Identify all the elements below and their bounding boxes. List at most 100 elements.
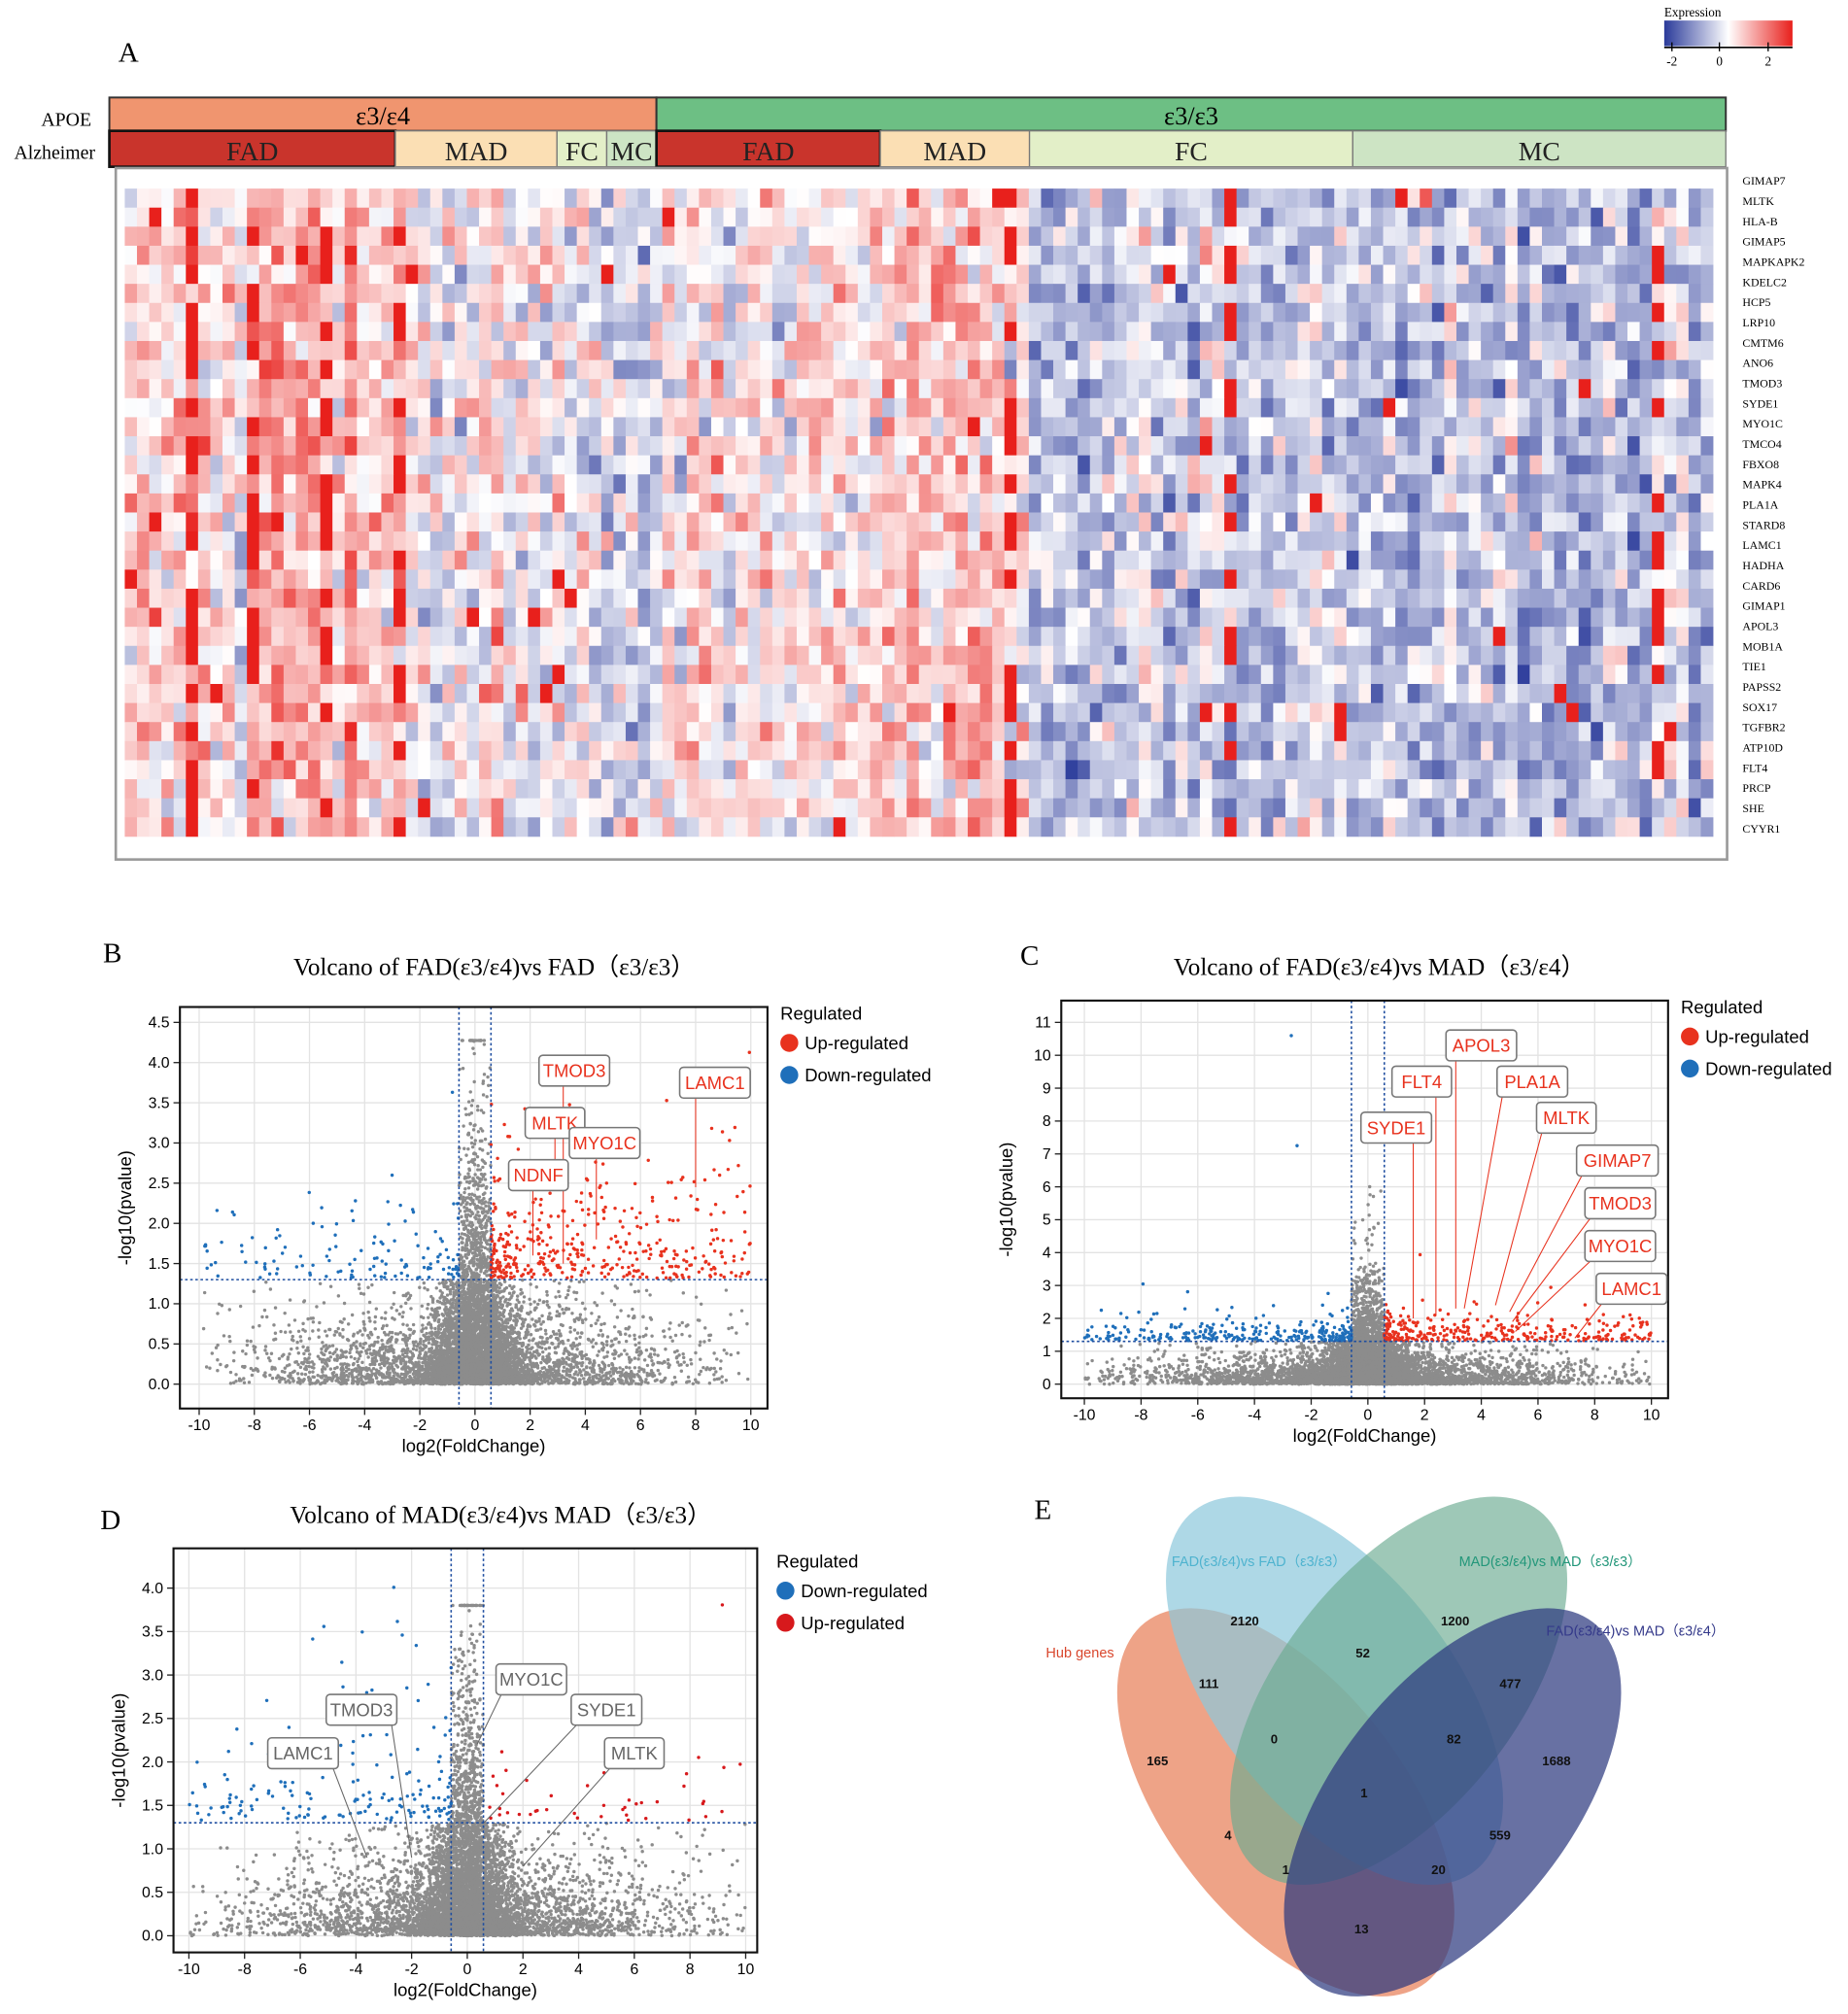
heatmap-cell <box>1041 531 1053 551</box>
heatmap-cell <box>1347 646 1359 666</box>
heatmap-cell <box>332 684 345 703</box>
heatmap-cell <box>1310 589 1322 608</box>
heatmap-cell <box>760 379 772 398</box>
heatmap-cell <box>540 589 553 608</box>
heatmap-cell <box>284 436 296 456</box>
heatmap-cell <box>882 703 895 723</box>
heatmap-cell <box>613 303 626 323</box>
heatmap-cell <box>552 799 565 818</box>
heatmap-cell <box>247 208 259 227</box>
heatmap-cell <box>736 627 748 646</box>
heatmap-cell <box>1041 360 1053 380</box>
heatmap-cell <box>406 322 419 341</box>
heatmap-cell <box>724 512 736 531</box>
heatmap-cell <box>1053 817 1066 836</box>
heatmap-cell <box>1212 684 1224 703</box>
heatmap-cell <box>821 779 834 799</box>
heatmap-cell <box>1029 589 1042 608</box>
heatmap-cell <box>1041 799 1053 818</box>
heatmap-cell <box>1456 817 1469 836</box>
heatmap-cell <box>1408 703 1420 723</box>
heatmap-cell <box>577 722 590 741</box>
heatmap-cell <box>332 589 345 608</box>
heatmap-cell <box>1444 360 1456 380</box>
heatmap-cell <box>357 303 369 323</box>
heatmap-cell <box>943 494 956 513</box>
point-not-significant <box>698 1373 701 1376</box>
heatmap-cell <box>980 208 993 227</box>
heatmap-cell <box>259 398 272 418</box>
heatmap-cell <box>1139 569 1151 589</box>
heatmap-cell <box>540 608 553 628</box>
heatmap-cell <box>1212 512 1224 531</box>
heatmap-cell <box>430 360 443 380</box>
heatmap-cell <box>1078 494 1090 513</box>
heatmap-cell <box>150 436 162 456</box>
heatmap-cell <box>784 417 797 436</box>
heatmap-cell <box>1090 684 1103 703</box>
heatmap-cell <box>161 779 174 799</box>
heatmap-cell <box>858 474 871 494</box>
heatmap-cell <box>1358 817 1371 836</box>
heatmap-cell <box>1542 417 1555 436</box>
heatmap-cell <box>699 703 711 723</box>
heatmap-cell <box>455 703 467 723</box>
heatmap-cell <box>1371 512 1384 531</box>
heatmap-cell <box>882 608 895 628</box>
heatmap-cell <box>1126 303 1139 323</box>
heatmap-cell <box>1053 379 1066 398</box>
heatmap-cell <box>834 760 846 779</box>
heatmap-cell <box>1041 284 1053 303</box>
heatmap-cell <box>1518 303 1530 323</box>
heatmap-cell <box>1298 627 1311 646</box>
heatmap-cell <box>797 569 809 589</box>
heatmap-cell <box>332 341 345 360</box>
heatmap-cell <box>1005 341 1017 360</box>
heatmap-cell <box>943 226 956 246</box>
heatmap-cell <box>1579 589 1591 608</box>
heatmap-cell <box>601 684 614 703</box>
heatmap-cell <box>577 646 590 666</box>
heatmap-cell <box>724 341 736 360</box>
heatmap-cell <box>1664 379 1677 398</box>
heatmap-cell <box>674 303 687 323</box>
heatmap-cell <box>1555 665 1567 684</box>
heatmap-cell <box>882 531 895 551</box>
heatmap-cell <box>137 226 150 246</box>
heatmap-cell <box>222 779 235 799</box>
heatmap-cell <box>601 494 614 513</box>
heatmap-cell <box>1310 494 1322 513</box>
heatmap-cell <box>1591 627 1603 646</box>
heatmap-cell <box>552 569 565 589</box>
heatmap-cell <box>809 703 822 723</box>
heatmap-cell <box>748 512 761 531</box>
heatmap-cell <box>711 551 724 570</box>
heatmap-cell <box>919 684 932 703</box>
heatmap-cell <box>1102 379 1114 398</box>
heatmap-cell <box>1481 265 1493 285</box>
heatmap-cell <box>1358 360 1371 380</box>
heatmap-cell <box>321 646 333 666</box>
heatmap-cell <box>1420 817 1432 836</box>
heatmap-cell <box>198 284 211 303</box>
heatmap-cell <box>1126 265 1139 285</box>
heatmap-cell <box>1273 760 1285 779</box>
heatmap-cell <box>1249 665 1261 684</box>
heatmap-cell <box>528 341 540 360</box>
heatmap-cell <box>1261 684 1274 703</box>
heatmap-cell <box>1078 456 1090 475</box>
heatmap-cell <box>1371 417 1384 436</box>
heatmap-cell <box>1102 398 1114 418</box>
heatmap-cell <box>1371 684 1384 703</box>
heatmap-cell <box>308 551 321 570</box>
heatmap-cell <box>198 417 211 436</box>
heatmap-cell <box>1139 436 1151 456</box>
heatmap-cell <box>1555 799 1567 818</box>
heatmap-cell <box>492 303 504 323</box>
heatmap-cell <box>1066 494 1078 513</box>
heatmap-cell <box>1603 646 1616 666</box>
heatmap-cell <box>1163 512 1176 531</box>
heatmap-cell <box>1347 246 1359 265</box>
heatmap-cell <box>552 341 565 360</box>
heatmap-cell <box>870 360 882 380</box>
